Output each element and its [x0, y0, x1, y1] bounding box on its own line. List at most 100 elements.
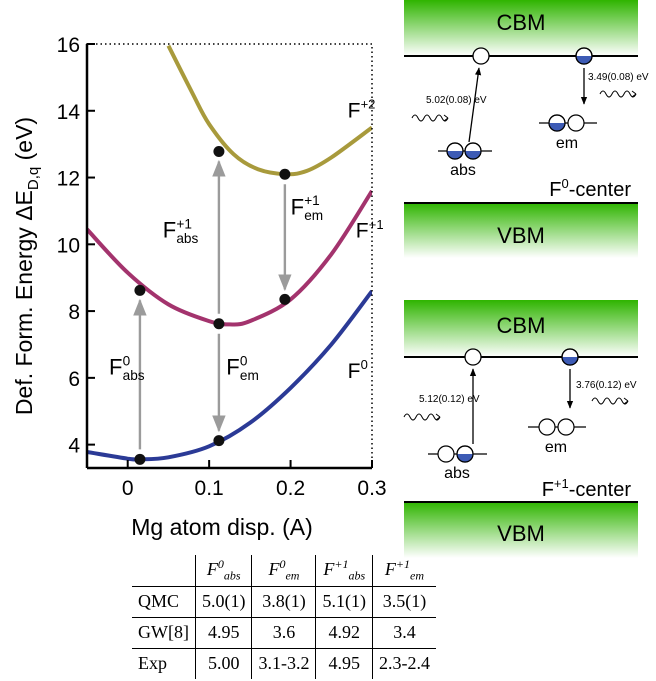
- y-tick-label: 10: [57, 234, 80, 257]
- svg-text:F: F: [163, 218, 176, 243]
- photon-wave-abs: [411, 114, 449, 122]
- svg-text:F: F: [348, 99, 361, 122]
- transition-label-0: F 0abs: [109, 353, 145, 383]
- center-label: F0-center: [549, 176, 631, 201]
- table-cell: 4.92: [315, 617, 373, 649]
- cbm-empty-orbital: [472, 47, 490, 65]
- svg-text:em: em: [304, 208, 323, 223]
- table-header-row: F0abs F0em F+1abs F+1em: [132, 555, 436, 587]
- data-point-6: [279, 168, 291, 180]
- table-cell: 4.95: [194, 617, 252, 649]
- table-row-label: Exp: [138, 653, 167, 674]
- table-row: GW[8] 4.95 3.6 4.92 3.4: [132, 617, 436, 649]
- svg-text:em: em: [240, 368, 259, 383]
- x-tick-label: 0.2: [276, 477, 305, 500]
- series-curve-2: [166, 44, 372, 177]
- svg-text:+1: +1: [304, 193, 320, 208]
- results-table: F0abs F0em F+1abs F+1em QMC 5.0(1) 3.8(1…: [132, 555, 436, 679]
- table-cell: 5.00: [194, 648, 252, 679]
- table-cell: 3.5(1): [371, 586, 436, 618]
- data-point-1: [213, 435, 225, 447]
- svg-text:abs: abs: [123, 368, 145, 383]
- table-header-cell: F0em: [251, 555, 316, 587]
- table-cell: 3.8(1): [251, 586, 316, 618]
- table-cell: 3.1-3.2: [251, 648, 316, 679]
- data-point-0: [134, 453, 146, 465]
- abs-orbital-pair: [446, 142, 482, 160]
- center-label: F+1-center: [542, 476, 632, 501]
- abs-arrow: [468, 67, 482, 143]
- cbm-half-orbital: [575, 47, 593, 65]
- transition-label-2: F +1abs: [163, 216, 199, 246]
- series-label-2: F +2: [348, 97, 376, 123]
- svg-text:+1: +1: [176, 216, 192, 231]
- table-cell: 5.1(1): [315, 586, 373, 618]
- svg-text:0: 0: [123, 353, 131, 368]
- abs-energy: 5.12(0.12) eV: [419, 394, 480, 405]
- chart-axes: 4 6 8 10 12 14 16 0 0.1 0.2 0.3: [57, 34, 387, 500]
- svg-text:F: F: [356, 220, 369, 243]
- x-axis-label: Mg atom disp. (A): [131, 514, 313, 540]
- cbm-label: CBM: [497, 10, 546, 35]
- data-point-5: [213, 146, 225, 158]
- abs-label: abs: [450, 162, 476, 179]
- y-tick-label: 14: [57, 101, 81, 124]
- photon-wave-abs: [403, 413, 441, 421]
- em-orbital-pair: [548, 114, 585, 132]
- y-tick-label: 12: [57, 168, 80, 191]
- table-row-label: QMC: [132, 586, 196, 618]
- data-points: [134, 146, 291, 465]
- band-diagrams: CBM VBM F0-center abs 5.02(0.08) eV: [403, 0, 649, 558]
- abs-orbital-pair: [437, 445, 474, 463]
- data-point-3: [213, 318, 225, 330]
- series-label-1: F +1: [356, 217, 384, 243]
- em-label: em: [545, 439, 567, 456]
- table-row-label: GW[8]: [132, 617, 196, 649]
- table-cell: 4.95: [315, 648, 373, 679]
- chart-curves: [87, 44, 372, 462]
- abs-energy: 5.02(0.08) eV: [426, 95, 487, 106]
- svg-text:F: F: [348, 360, 361, 383]
- em-label: em: [556, 135, 578, 152]
- band-panel-f1: CBM VBM F+1-center abs 5.12(0.12) eV: [403, 300, 638, 558]
- table-row: Exp 5.00 3.1-3.2 4.95 2.3-2.4: [132, 648, 436, 679]
- em-orbital-pair: [538, 418, 575, 436]
- y-tick-label: 4: [68, 435, 80, 458]
- y-tick-label: 16: [57, 34, 80, 57]
- svg-text:F: F: [109, 355, 122, 380]
- vbm-label: VBM: [497, 521, 545, 546]
- svg-text:0: 0: [240, 353, 248, 368]
- table-corner-cell: [132, 555, 196, 587]
- y-tick-label: 6: [68, 368, 80, 391]
- series-labels: F 0F +1F +2: [348, 97, 384, 383]
- data-point-4: [279, 293, 291, 305]
- em-energy: 3.49(0.08) eV: [588, 72, 649, 83]
- series-curve-1: [87, 189, 372, 327]
- svg-text:+1: +1: [369, 217, 384, 232]
- svg-text:F: F: [226, 355, 239, 380]
- table-cell: 3.6: [251, 617, 316, 649]
- abs-label: abs: [444, 465, 470, 482]
- y-tick-label: 8: [68, 301, 80, 324]
- cbm-label: CBM: [497, 313, 546, 338]
- results-table-grid: F0abs F0em F+1abs F+1em QMC 5.0(1) 3.8(1…: [132, 555, 436, 679]
- svg-text:F: F: [291, 194, 304, 219]
- x-tick-label: 0.3: [357, 477, 386, 500]
- table-row: QMC 5.0(1) 3.8(1) 5.1(1) 3.5(1): [132, 586, 436, 618]
- svg-text:+2: +2: [361, 97, 376, 112]
- table-cell: 5.0(1): [194, 586, 252, 618]
- cbm-empty-orbital: [464, 348, 482, 366]
- table-header-cell: F0abs: [194, 555, 252, 587]
- x-tick-label: 0: [122, 477, 134, 500]
- x-tick-label: 0.1: [195, 477, 224, 500]
- transition-label-3: F +1em: [291, 193, 324, 223]
- cbm-half-orbital: [561, 348, 579, 366]
- svg-text:Def. Form. Energy ΔED,q (eV): Def. Form. Energy ΔED,q (eV): [11, 117, 42, 415]
- photon-wave-em: [599, 90, 637, 98]
- vbm-label: VBM: [497, 223, 545, 248]
- band-panel-f0: CBM VBM F0-center abs 5.02(0.08) eV: [404, 0, 649, 258]
